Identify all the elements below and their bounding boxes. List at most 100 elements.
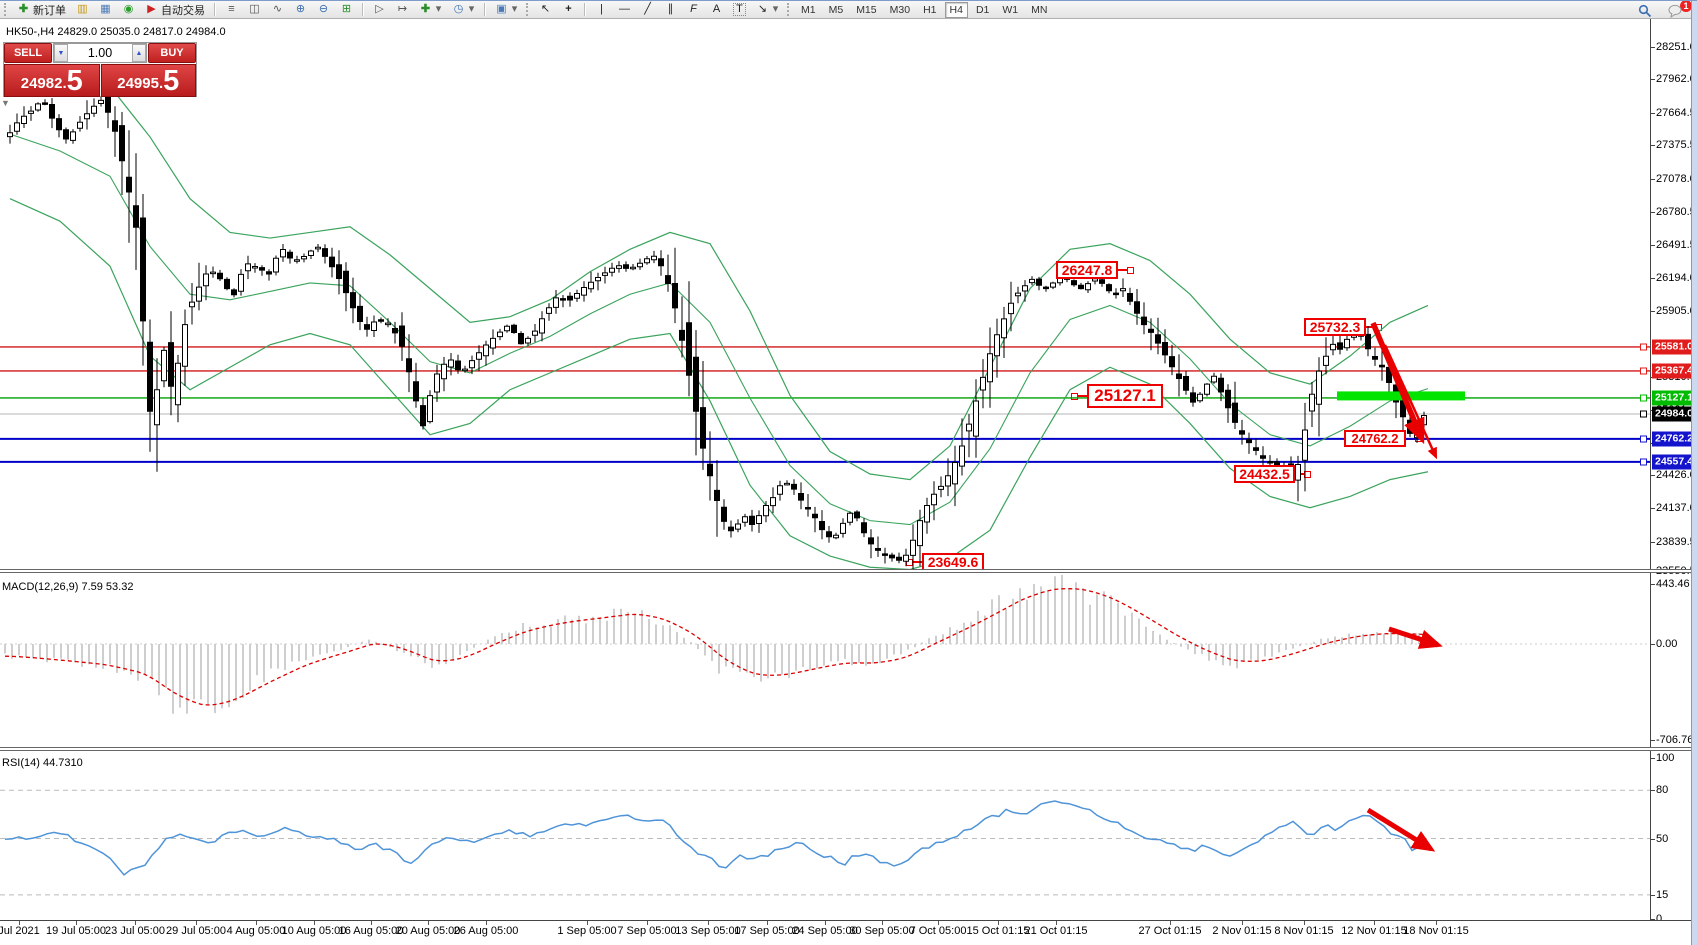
label-tool-button[interactable]: T xyxy=(729,1,750,18)
axis-tick-mark xyxy=(1650,113,1655,114)
chart-shift-button[interactable]: ↦ xyxy=(392,1,413,18)
volume-input[interactable]: 1.00 xyxy=(68,44,132,62)
macd-tick-label: -706.76 xyxy=(1656,733,1694,746)
timeframe-m5-button[interactable]: M5 xyxy=(828,3,844,16)
time-label: 10 Aug 05:00 xyxy=(281,925,347,937)
indicators-button[interactable]: ✚ ▾ xyxy=(415,1,446,18)
ask-price-tile[interactable]: 24995. 5 xyxy=(100,64,196,97)
cursor-icon: ↖ xyxy=(540,3,551,15)
zoom-in-button[interactable]: ⊕ xyxy=(290,1,311,18)
price-annotation[interactable]: 23649.6 xyxy=(922,553,984,571)
price-annotation[interactable]: 25732.3 xyxy=(1304,318,1366,336)
annotation-handle[interactable] xyxy=(1127,266,1134,274)
level-line-handle[interactable] xyxy=(1640,394,1647,402)
time-tick-mark xyxy=(882,921,883,925)
macd-surface[interactable] xyxy=(0,575,1650,746)
macd-tick-label: 0.00 xyxy=(1656,638,1678,650)
signals-button[interactable]: ◉ xyxy=(118,1,139,18)
vline-tool-button[interactable]: | xyxy=(591,1,612,18)
autotrading-button[interactable]: ▶ 自动交易 xyxy=(141,1,209,18)
timeframe-d1-button[interactable]: D1 xyxy=(975,3,990,16)
arrows-tool-button[interactable]: ↘ ▾ xyxy=(752,1,783,18)
bid-point: . xyxy=(62,75,67,92)
chat-unread-badge: 1 xyxy=(1680,1,1692,12)
time-axis[interactable]: Jul 2021 19 Jul 05:00 23 Jul 05:00 29 Jul 0… xyxy=(0,920,1697,945)
buy-button[interactable]: BUY xyxy=(148,43,196,63)
time-label: 18 Nov 01:15 xyxy=(1403,925,1469,937)
signal-icon: ◉ xyxy=(123,3,134,15)
main-chart-surface[interactable] xyxy=(0,19,1650,569)
time-tick-mark xyxy=(314,921,315,925)
periods-button[interactable]: ◷ ▾ xyxy=(448,1,479,18)
rsi-surface[interactable] xyxy=(0,753,1650,919)
price-annotation[interactable]: 24432.5 xyxy=(1234,465,1295,483)
time-tick-mark xyxy=(1170,921,1171,925)
crosshair-tool-button[interactable]: + xyxy=(558,1,579,18)
fibonacci-icon: F xyxy=(690,3,697,15)
price-annotation[interactable]: 24762.2 xyxy=(1344,430,1406,447)
trend-arrow[interactable] xyxy=(1370,321,1425,445)
timeframe-h4-button[interactable]: H4 xyxy=(944,1,968,18)
pane-separator-rsi[interactable] xyxy=(0,747,1697,751)
text-tool-button[interactable]: A xyxy=(706,1,727,18)
bollinger-middle-band xyxy=(9,133,1429,526)
annotation-handle[interactable] xyxy=(1071,392,1078,400)
fibonacci-tool-button[interactable]: F xyxy=(683,1,704,18)
volume-increase-button[interactable]: ▲ xyxy=(132,44,146,62)
axis-tick-mark xyxy=(1650,145,1655,146)
chat-button[interactable]: 1 xyxy=(1664,1,1692,19)
macd-histogram xyxy=(4,575,1427,714)
cursor-tool-button[interactable]: ↖ xyxy=(535,1,556,18)
ask-price-main: 24995 xyxy=(117,75,159,92)
deposit-button[interactable]: ▥ xyxy=(72,1,93,18)
market-watch-button[interactable]: ▦ xyxy=(95,1,116,18)
price-tick-label: 27962.0 xyxy=(1656,73,1696,85)
timeframe-m30-button[interactable]: M30 xyxy=(889,3,911,16)
panel-collapse-arrow[interactable]: ▼ xyxy=(1,98,10,108)
templates-button[interactable]: ▣ ▾ xyxy=(491,1,522,18)
time-tick-mark xyxy=(587,921,588,925)
trendline-tool-button[interactable]: ╱ xyxy=(637,1,658,18)
time-tick-mark xyxy=(767,921,768,925)
horizontal-line-icon: — xyxy=(619,3,630,15)
timeframe-mn-button[interactable]: MN xyxy=(1031,3,1048,16)
level-line-handle[interactable] xyxy=(1640,343,1647,351)
hline-tool-button[interactable]: — xyxy=(614,1,635,18)
search-button[interactable] xyxy=(1634,2,1656,19)
auto-scroll-button[interactable]: ▷ xyxy=(369,1,390,18)
level-line-handle[interactable] xyxy=(1640,458,1647,466)
trend-arrow[interactable] xyxy=(1388,626,1443,649)
macd-signal-line xyxy=(4,588,1427,706)
price-annotation[interactable]: 25127.1 xyxy=(1087,384,1163,408)
price-annotation[interactable]: 26247.8 xyxy=(1056,261,1118,279)
new-order-button[interactable]: ✚ 新订单 xyxy=(13,1,70,18)
timeframe-w1-button[interactable]: W1 xyxy=(1002,3,1019,16)
tile-windows-button[interactable]: ⊞ xyxy=(336,1,357,18)
trend-arrow[interactable] xyxy=(1366,807,1436,852)
volume-decrease-button[interactable]: ▼ xyxy=(54,44,68,62)
sell-button[interactable]: SELL xyxy=(4,43,52,63)
timeframe-m15-button[interactable]: M15 xyxy=(856,3,877,16)
timeframe-m1-button[interactable]: M1 xyxy=(801,3,816,16)
time-label: 17 Sep 05:00 xyxy=(734,925,800,937)
channel-tool-button[interactable]: ∥ xyxy=(660,1,681,18)
toolbar-separator xyxy=(584,3,586,16)
time-label: 19 Jul 05:00 xyxy=(46,925,106,937)
time-label: Jul 2021 xyxy=(0,925,40,937)
timeframe-h1-button[interactable]: H1 xyxy=(923,3,937,16)
new-order-label: 新订单 xyxy=(33,4,66,17)
line-chart-button[interactable]: ∿ xyxy=(267,1,288,18)
pane-separator-macd[interactable] xyxy=(0,569,1697,573)
candle-chart-button[interactable]: ◫ xyxy=(244,1,265,18)
trend-arrow[interactable] xyxy=(1383,344,1438,460)
bid-price-tile[interactable]: 24982. 5 xyxy=(4,64,100,97)
level-line-handle[interactable] xyxy=(1640,435,1647,443)
zoom-out-button[interactable]: ⊖ xyxy=(313,1,334,18)
level-line-handle[interactable] xyxy=(1640,367,1647,375)
level-line-handle[interactable] xyxy=(1640,410,1647,418)
macd-pane xyxy=(0,575,1650,714)
tile-windows-icon: ⊞ xyxy=(341,3,352,15)
templates-icon: ▣ xyxy=(496,3,507,15)
bars-chart-button[interactable]: ≡ xyxy=(221,1,242,18)
